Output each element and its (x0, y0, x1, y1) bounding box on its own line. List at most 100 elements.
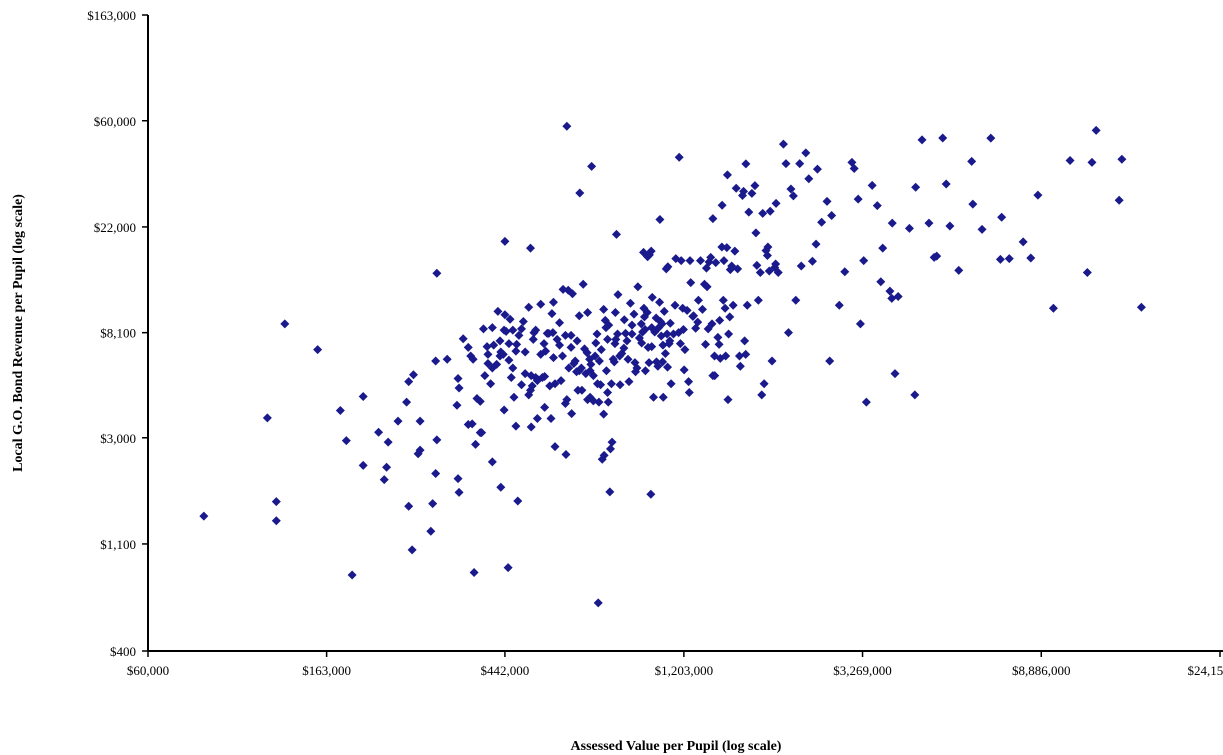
data-point (807, 256, 817, 266)
data-point (750, 181, 760, 191)
data-point (454, 487, 464, 497)
data-point (426, 526, 436, 536)
data-point (804, 174, 814, 184)
data-point (887, 293, 897, 303)
data-point (541, 346, 551, 356)
data-point (526, 422, 536, 432)
x-axis-title: Assessed Value per Pupil (log scale) (571, 739, 782, 754)
data-point (587, 161, 597, 171)
data-point (539, 339, 549, 349)
data-point (629, 309, 639, 319)
data-point (648, 392, 658, 402)
data-point (475, 396, 485, 406)
data-point (646, 246, 656, 256)
data-point (467, 419, 477, 429)
data-point (759, 379, 769, 389)
data-point (596, 380, 606, 390)
data-point (566, 330, 576, 340)
data-point (1091, 125, 1101, 135)
data-point (740, 336, 750, 346)
data-point (621, 328, 631, 338)
data-point (511, 346, 521, 356)
data-point (570, 356, 580, 366)
data-point (453, 474, 463, 484)
data-point (715, 315, 725, 325)
data-point (593, 598, 603, 608)
data-point (878, 243, 888, 253)
data-point (493, 306, 503, 316)
data-point (489, 340, 499, 350)
data-point (431, 469, 441, 479)
data-point (518, 317, 528, 327)
data-point (731, 183, 741, 193)
data-point (471, 439, 481, 449)
data-point (555, 340, 565, 350)
data-point (693, 295, 703, 305)
data-point (904, 223, 914, 233)
data-point (1136, 302, 1146, 312)
data-point (1117, 154, 1127, 164)
data-point (469, 567, 479, 577)
data-point (885, 286, 895, 296)
data-point (655, 297, 665, 307)
x-tick-label: $1,203,000 (655, 663, 714, 678)
data-point (483, 349, 493, 359)
data-point (708, 214, 718, 224)
data-point (945, 221, 955, 231)
data-point (763, 242, 773, 252)
data-point (560, 330, 570, 340)
data-point (567, 289, 577, 299)
data-point (572, 336, 582, 346)
data-point (477, 428, 487, 438)
data-point (562, 121, 572, 131)
data-point (684, 377, 694, 387)
data-point (1004, 254, 1014, 264)
data-point (788, 191, 798, 201)
data-point (811, 239, 821, 249)
data-point (548, 328, 558, 338)
data-point (767, 356, 777, 366)
data-point (1018, 237, 1028, 247)
data-point (505, 314, 515, 324)
data-point (561, 450, 571, 460)
data-point (730, 246, 740, 256)
data-point (742, 300, 752, 310)
data-point (917, 135, 927, 145)
data-point (453, 374, 463, 384)
data-point (495, 336, 505, 346)
data-point (713, 332, 723, 342)
data-point (511, 421, 521, 431)
data-point (721, 351, 731, 361)
data-point (665, 318, 675, 328)
data-point (335, 406, 345, 416)
data-point (358, 460, 368, 470)
data-point (271, 516, 281, 526)
data-point (938, 133, 948, 143)
data-point (548, 353, 558, 363)
data-point (791, 295, 801, 305)
data-point (442, 354, 452, 364)
data-point (663, 262, 673, 272)
data-point (566, 342, 576, 352)
data-point (910, 390, 920, 400)
data-point (1087, 157, 1097, 167)
data-point (486, 379, 496, 389)
data-point (685, 256, 695, 266)
data-point (695, 256, 705, 266)
data-point (513, 496, 523, 506)
data-point (599, 304, 609, 314)
data-point (911, 182, 921, 192)
data-point (666, 379, 676, 389)
data-point (599, 409, 609, 419)
data-point (834, 300, 844, 310)
data-point (590, 351, 600, 361)
data-point (644, 358, 654, 368)
data-point (480, 371, 490, 381)
data-point (658, 357, 668, 367)
data-point (619, 315, 629, 325)
x-axis-ticks: $60,000 $163,000 $442,000 $1,203,000 $3,269,… (127, 651, 1223, 678)
data-point (547, 309, 557, 319)
data-point (501, 326, 511, 336)
data-point (728, 300, 738, 310)
data-point (714, 339, 724, 349)
